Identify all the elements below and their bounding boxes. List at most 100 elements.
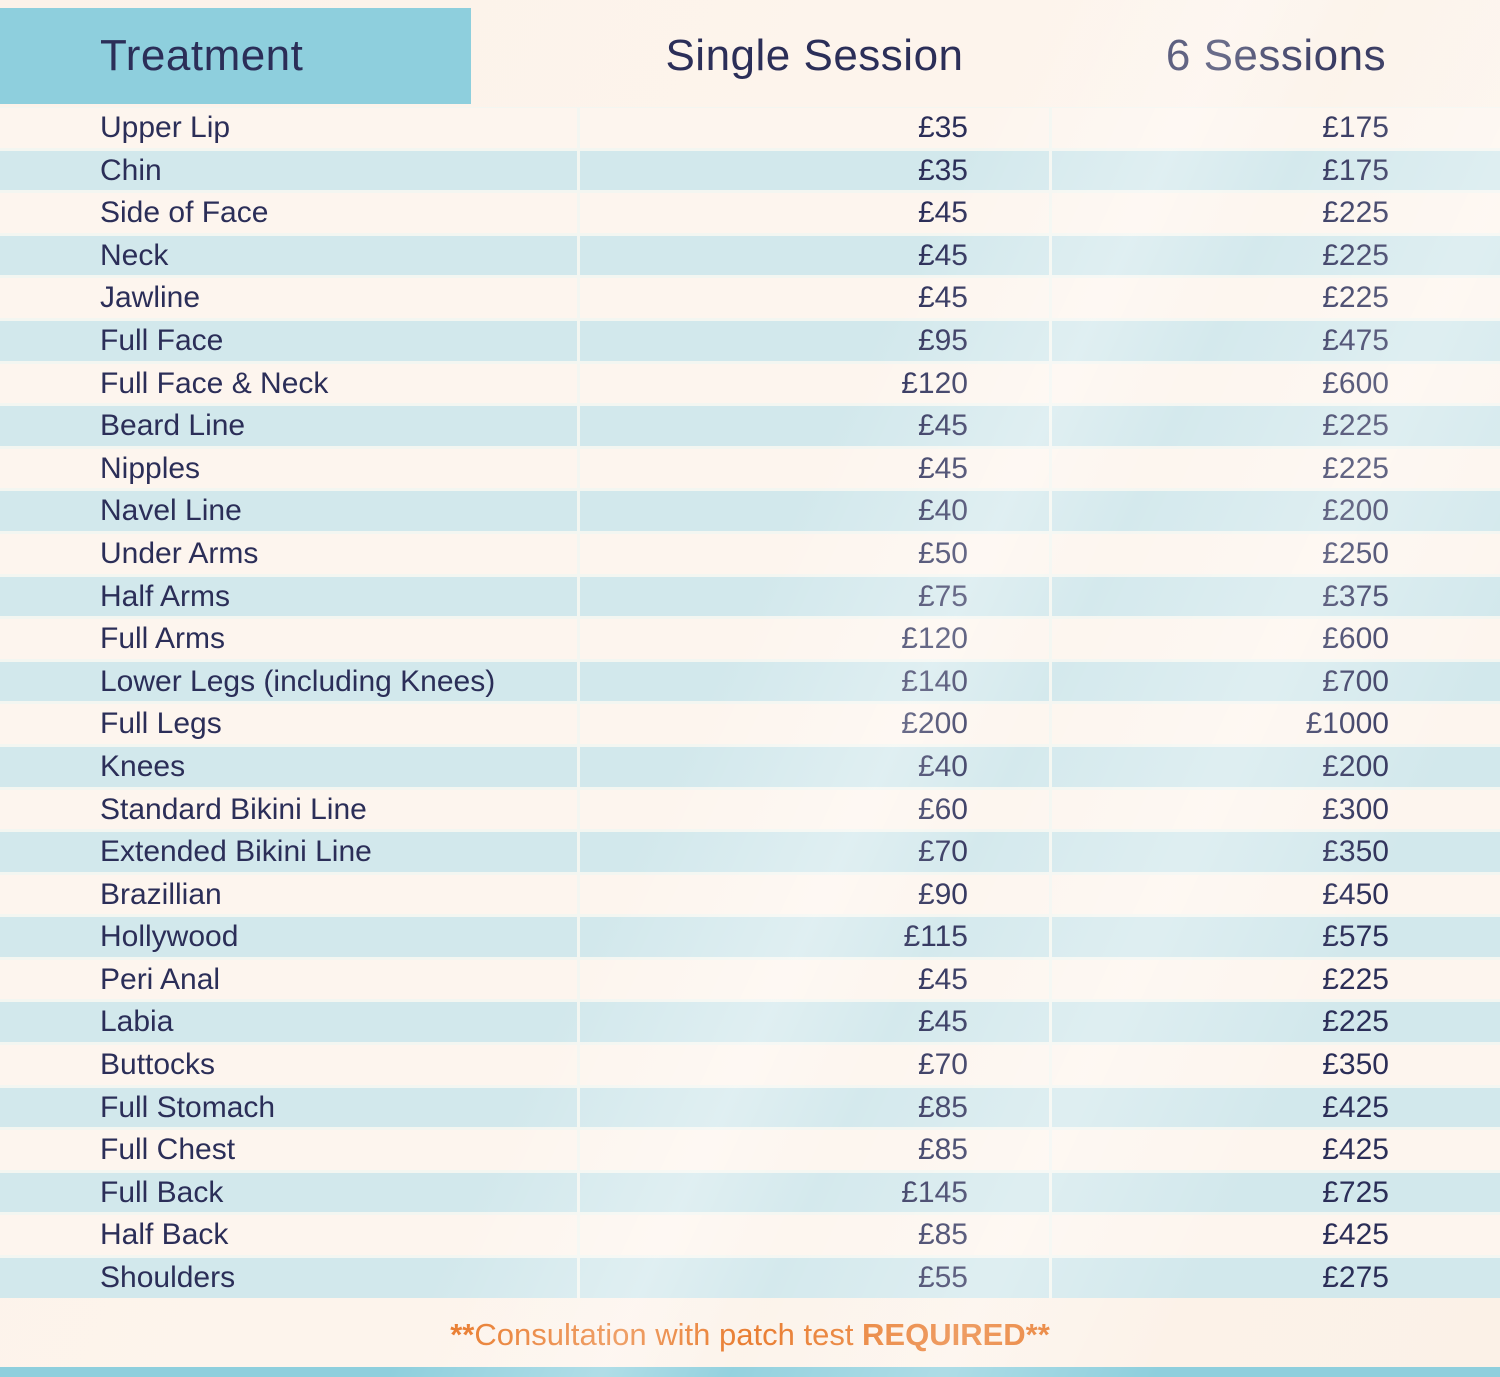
- treatment-cell: Half Back: [0, 1215, 577, 1256]
- six-sessions-price: £225: [1052, 959, 1500, 1000]
- treatment-cell: Half Arms: [0, 576, 577, 617]
- single-session-price: £40: [580, 491, 1049, 531]
- treatment-cell: Neck: [0, 235, 577, 276]
- treatment-cell: Full Face & Neck: [0, 363, 577, 404]
- treatment-cell: Navel Line: [0, 491, 577, 531]
- single-session-price: £200: [580, 704, 1049, 744]
- six-sessions-price: £725: [1052, 1172, 1500, 1213]
- treatment-cell: Hollywood: [0, 917, 577, 957]
- table-row: Navel Line £40 £200: [0, 491, 1500, 531]
- table-row: Full Back £145 £725: [0, 1172, 1500, 1213]
- table-row: Full Arms £120 £600: [0, 619, 1500, 659]
- consultation-note-required: REQUIRED**: [862, 1316, 1050, 1352]
- six-sessions-price: £275: [1052, 1258, 1500, 1298]
- treatment-cell: Peri Anal: [0, 959, 577, 1000]
- six-sessions-price: £200: [1052, 746, 1500, 787]
- single-session-price: £45: [580, 193, 1049, 233]
- treatment-cell: Beard Line: [0, 406, 577, 446]
- single-session-price: £40: [580, 746, 1049, 787]
- table-row: Full Face & Neck £120 £600: [0, 363, 1500, 404]
- treatment-cell: Lower Legs (including Knees): [0, 661, 577, 702]
- table-row: Half Arms £75 £375: [0, 576, 1500, 617]
- six-sessions-price: £600: [1052, 363, 1500, 404]
- bottom-accent-bar: [0, 1367, 1500, 1377]
- single-session-price: £60: [580, 789, 1049, 830]
- table-row: Nipples £45 £225: [0, 448, 1500, 489]
- treatment-cell: Brazillian: [0, 874, 577, 915]
- single-session-price: £140: [580, 661, 1049, 702]
- table-row: Hollywood £115 £575: [0, 917, 1500, 957]
- table-row: Beard Line £45 £225: [0, 406, 1500, 446]
- treatment-cell: Under Arms: [0, 533, 577, 574]
- treatment-cell: Extended Bikini Line: [0, 832, 577, 872]
- single-session-price: £70: [580, 832, 1049, 872]
- six-sessions-price: £350: [1052, 1045, 1500, 1085]
- single-session-price: £70: [580, 1045, 1049, 1085]
- single-session-price: £45: [580, 235, 1049, 276]
- table-row: Knees £40 £200: [0, 746, 1500, 787]
- treatment-cell: Jawline: [0, 278, 577, 318]
- consultation-note-text: Consultation with patch test: [474, 1316, 863, 1352]
- six-sessions-price: £375: [1052, 576, 1500, 617]
- treatment-cell: Shoulders: [0, 1258, 577, 1298]
- single-session-price: £45: [580, 448, 1049, 489]
- six-sessions-price: £600: [1052, 619, 1500, 659]
- single-session-price: £35: [580, 150, 1049, 191]
- single-session-price: £115: [580, 917, 1049, 957]
- table-row: Side of Face £45 £225: [0, 193, 1500, 233]
- six-sessions-price: £200: [1052, 491, 1500, 531]
- six-sessions-price: £225: [1052, 406, 1500, 446]
- treatment-header-box: Treatment: [0, 8, 471, 104]
- single-session-price: £45: [580, 959, 1049, 1000]
- six-sessions-price: £250: [1052, 533, 1500, 574]
- single-session-price: £50: [580, 533, 1049, 574]
- six-sessions-header-label: 6 Sessions: [1165, 31, 1387, 80]
- treatment-cell: Side of Face: [0, 193, 577, 233]
- table-row: Buttocks £70 £350: [0, 1045, 1500, 1085]
- treatment-cell: Upper Lip: [0, 108, 577, 148]
- single-session-price: £55: [580, 1258, 1049, 1298]
- treatment-cell: Full Legs: [0, 704, 577, 744]
- treatment-cell: Nipples: [0, 448, 577, 489]
- six-sessions-price: £225: [1052, 278, 1500, 318]
- treatment-header-label: Treatment: [100, 31, 304, 80]
- table-row: Half Back £85 £425: [0, 1215, 1500, 1256]
- single-session-price: £85: [580, 1130, 1049, 1170]
- single-session-price: £90: [580, 874, 1049, 915]
- table-row: Extended Bikini Line £70 £350: [0, 832, 1500, 872]
- table-row: Labia £45 £225: [0, 1002, 1500, 1043]
- table-row: Neck £45 £225: [0, 235, 1500, 276]
- treatment-cell: Full Arms: [0, 619, 577, 659]
- single-session-price: £45: [580, 278, 1049, 318]
- treatment-cell: Chin: [0, 150, 577, 191]
- price-table-body: Upper Lip £35 £175 Chin £35 £175 Side of Face £…: [0, 107, 1500, 1298]
- consultation-note-stars: **: [450, 1316, 475, 1352]
- consultation-note: **Consultation with patch test REQUIRED*…: [0, 1301, 1500, 1369]
- single-session-price: £35: [580, 108, 1049, 148]
- table-row: Full Legs £200 £1000: [0, 704, 1500, 744]
- single-session-price: £75: [580, 576, 1049, 617]
- table-row: Under Arms £50 £250: [0, 533, 1500, 574]
- table-row: Peri Anal £45 £225: [0, 959, 1500, 1000]
- table-header: Treatment Single Session 6 Sessions: [0, 0, 1500, 107]
- treatment-cell: Full Back: [0, 1172, 577, 1213]
- six-sessions-price: £175: [1052, 108, 1500, 148]
- table-row: Jawline £45 £225: [0, 278, 1500, 318]
- six-sessions-price: £575: [1052, 917, 1500, 957]
- single-session-price: £85: [580, 1215, 1049, 1256]
- table-row: Full Face £95 £475: [0, 320, 1500, 361]
- single-session-price: £120: [580, 619, 1049, 659]
- single-session-price: £45: [580, 406, 1049, 446]
- treatment-cell: Buttocks: [0, 1045, 577, 1085]
- six-sessions-price: £225: [1052, 1002, 1500, 1043]
- treatment-cell: Standard Bikini Line: [0, 789, 577, 830]
- table-row: Full Stomach £85 £425: [0, 1087, 1500, 1128]
- table-row: Lower Legs (including Knees) £140 £700: [0, 661, 1500, 702]
- treatment-cell: Labia: [0, 1002, 577, 1043]
- table-row: Brazillian £90 £450: [0, 874, 1500, 915]
- single-session-price: £45: [580, 1002, 1049, 1043]
- six-sessions-price: £475: [1052, 320, 1500, 361]
- single-session-header-label: Single Session: [665, 31, 964, 80]
- six-sessions-price: £425: [1052, 1087, 1500, 1128]
